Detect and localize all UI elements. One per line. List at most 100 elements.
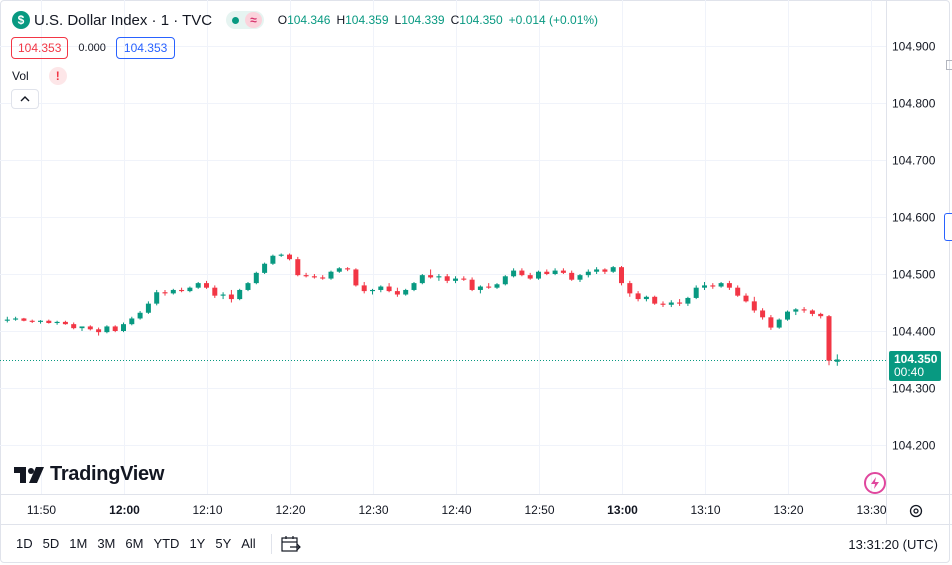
candle: [154, 289, 160, 306]
bottom-toolbar: 1D 5D 1M 3M 6M YTD 1Y 5Y All 13:31:20 (U…: [0, 525, 950, 563]
candle-body: [62, 321, 68, 325]
tradingview-logo[interactable]: TradingView: [14, 463, 164, 486]
candle-body: [461, 278, 467, 280]
price-axis[interactable]: 104.900 104.800 104.700 104.600 104.500 104.4…: [892, 40, 936, 453]
candle-body: [544, 271, 550, 274]
candle-body: [46, 320, 52, 324]
calendar-goto-icon[interactable]: [280, 533, 302, 555]
range-3m-button[interactable]: 3M: [97, 536, 116, 551]
candle-body: [71, 324, 77, 329]
candle-body: [818, 313, 824, 317]
exclamation-icon[interactable]: !: [48, 67, 67, 85]
candle: [87, 325, 93, 331]
candle: [162, 289, 168, 296]
candle: [4, 316, 10, 323]
candle-body: [552, 270, 558, 274]
candle: [677, 299, 683, 306]
candle-body: [154, 292, 160, 304]
range-1d-button[interactable]: 1D: [16, 536, 33, 551]
candle: [38, 320, 43, 324]
candle-body: [444, 276, 450, 281]
candle-body: [834, 359, 840, 362]
candles: [4, 253, 840, 366]
candle: [278, 253, 284, 257]
candle: [195, 281, 201, 289]
candle-body: [386, 286, 392, 292]
ohlc-values: O104.346 H104.359 L104.339 C104.350 +0.0…: [278, 13, 598, 27]
candle-body: [685, 297, 691, 304]
collapse-legend-button[interactable]: [11, 89, 39, 109]
lightning-icon[interactable]: [864, 472, 886, 494]
spread-value: 0.000: [78, 42, 106, 54]
candle: [96, 327, 102, 336]
range-6m-button[interactable]: 6M: [125, 536, 144, 551]
candle: [145, 301, 151, 314]
ohlc-low: L104.339: [394, 13, 445, 27]
time-tick-label: 13:00: [607, 503, 638, 517]
symbol-title[interactable]: U.S. Dollar Index · 1 · TVC: [34, 11, 213, 29]
candle-body: [660, 303, 666, 305]
candle: [494, 283, 500, 289]
time-tick-label: 11:50: [27, 503, 56, 517]
candle: [577, 274, 583, 282]
candle-body: [751, 301, 757, 311]
right-panel-handle[interactable]: [946, 60, 952, 70]
candle: [602, 268, 608, 274]
candle-body: [735, 287, 741, 296]
candle: [411, 281, 417, 292]
price-chart[interactable]: 11:50 12:00 12:10 12:20 12:30 12:40 12:50 13:00…: [0, 0, 952, 525]
candle-body: [187, 287, 193, 292]
candle-body: [245, 283, 251, 290]
range-all-button[interactable]: All: [241, 536, 256, 551]
candle: [386, 283, 392, 293]
price-scale-handle[interactable]: [944, 213, 952, 241]
candle-body: [677, 302, 683, 304]
candle: [13, 316, 19, 321]
candle-body: [577, 275, 583, 280]
candle: [519, 268, 525, 277]
candle: [685, 296, 691, 306]
candle: [735, 285, 741, 297]
range-5y-button[interactable]: 5Y: [215, 536, 232, 551]
price-tick-label: 104.500: [892, 268, 936, 282]
candle-body: [320, 277, 326, 279]
candle-body: [710, 285, 716, 287]
range-1m-button[interactable]: 1M: [69, 536, 88, 551]
candle-body: [511, 270, 517, 277]
range-1y-button[interactable]: 1Y: [189, 536, 206, 551]
logo-text: TradingView: [50, 463, 165, 485]
candle: [536, 270, 541, 280]
candle: [743, 293, 749, 303]
candle-body: [585, 271, 591, 276]
candle-body: [270, 255, 276, 264]
candle-body: [726, 283, 732, 288]
buy-price-button[interactable]: 104.353: [115, 37, 176, 59]
candle: [262, 262, 268, 274]
utc-clock[interactable]: 13:31:20 (UTC): [848, 536, 938, 552]
candle-body: [394, 291, 400, 295]
candle: [104, 325, 110, 334]
candle: [287, 253, 292, 261]
range-ytd-button[interactable]: YTD: [153, 536, 180, 551]
chevron-up-icon: [20, 96, 30, 102]
volume-label[interactable]: Vol: [12, 69, 29, 83]
candle-body: [179, 289, 185, 292]
candle-body: [295, 259, 301, 276]
market-status-pill[interactable]: ≈: [226, 11, 264, 29]
candle-body: [253, 272, 259, 284]
candle-body: [785, 311, 790, 320]
sell-price-button[interactable]: 104.353: [11, 37, 69, 59]
time-axis[interactable]: 11:50 12:00 12:10 12:20 12:30 12:40 12:50 13:00…: [27, 503, 887, 517]
candle: [353, 268, 359, 287]
candle: [610, 266, 616, 273]
range-5d-button[interactable]: 5D: [42, 536, 60, 551]
candle-body: [594, 269, 600, 272]
candle-body: [170, 289, 176, 294]
candle: [702, 281, 707, 290]
time-tick-label: 12:20: [275, 503, 305, 517]
candle-body: [303, 275, 309, 277]
price-tick-label: 104.200: [892, 439, 936, 453]
candle-body: [602, 269, 608, 272]
candle: [619, 266, 624, 286]
gear-icon[interactable]: [906, 501, 926, 521]
